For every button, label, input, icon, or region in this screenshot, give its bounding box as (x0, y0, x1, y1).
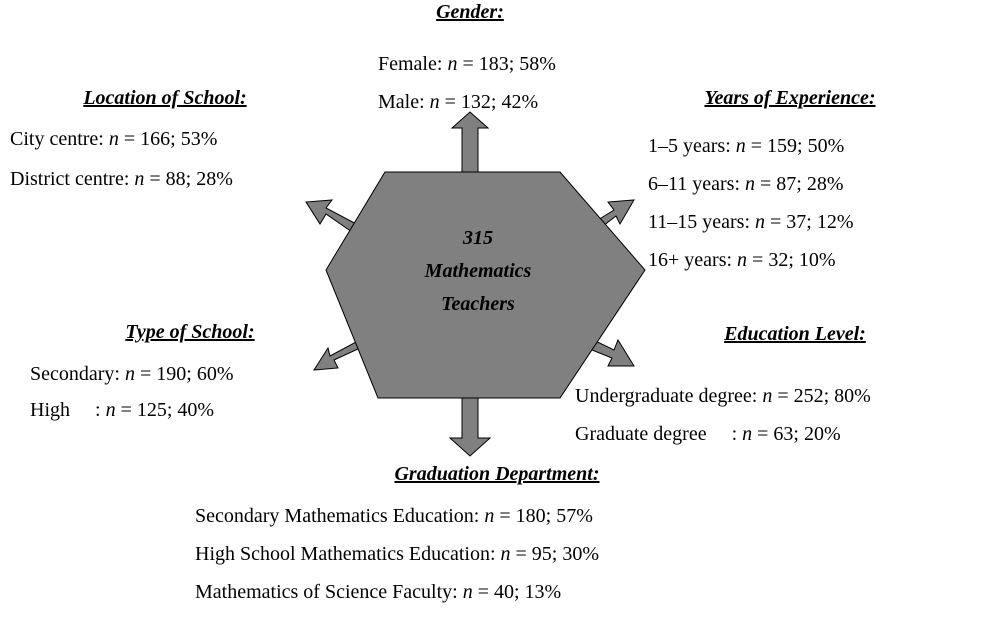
item-n: n (125, 363, 135, 385)
item-label: Female: (378, 53, 447, 75)
group-item: Undergraduate degree: n = 252; 80% (575, 385, 871, 407)
item-label: High School Mathematics Education: (195, 543, 501, 565)
group-item: Female: n = 183; 58% (378, 53, 556, 75)
item-label: Undergraduate degree: (575, 385, 762, 407)
item-label: 16+ years: (648, 249, 737, 271)
item-label: District centre: (10, 168, 134, 190)
item-n: n (484, 505, 494, 527)
item-stats: = 180; 57% (494, 505, 593, 527)
group-item: High School Mathematics Education: n = 9… (195, 543, 599, 565)
group-title: Type of School: (125, 321, 254, 343)
group-item: 1–5 years: n = 159; 50% (648, 135, 844, 157)
group-item: Secondary: n = 190; 60% (30, 363, 233, 385)
item-n: n (762, 385, 772, 407)
group-item: 6–11 years: n = 87; 28% (648, 173, 844, 195)
group-item: 11–15 years: n = 37; 12% (648, 211, 854, 233)
group-title: Graduation Department: (394, 463, 599, 485)
item-n: n (745, 173, 755, 195)
center-label: Teachers (441, 293, 515, 315)
group-title: Gender: (436, 1, 504, 23)
item-stats: = 190; 60% (135, 363, 234, 385)
group-title: Education Level: (723, 323, 866, 345)
item-stats: = 159; 50% (746, 135, 845, 157)
item-label: Secondary Mathematics Education: (195, 505, 484, 527)
item-n: n (430, 91, 440, 113)
item-n: n (501, 543, 511, 565)
center-label: 315 (462, 227, 493, 249)
group-item: 16+ years: n = 32; 10% (648, 249, 836, 271)
item-stats: = 63; 20% (752, 423, 841, 445)
group-title: Years of Experience: (704, 87, 875, 109)
item-label: 6–11 years: (648, 173, 745, 195)
item-n: n (109, 128, 119, 150)
item-stats: = 40; 13% (473, 581, 562, 603)
item-n: n (737, 249, 747, 271)
item-n: n (134, 168, 144, 190)
item-stats: = 87; 28% (755, 173, 844, 195)
item-stats: = 37; 12% (765, 211, 854, 233)
item-stats: = 132; 42% (440, 91, 539, 113)
arrow-down-left (313, 341, 361, 371)
item-stats: = 32; 10% (747, 249, 836, 271)
arrow-up (450, 111, 490, 173)
item-label: Graduate degree : (575, 423, 742, 445)
item-n: n (736, 135, 746, 157)
arrows (305, 111, 635, 457)
item-n: n (447, 53, 457, 75)
item-n: n (106, 399, 116, 421)
item-label: Secondary: (30, 363, 125, 385)
item-label: High : (30, 399, 106, 421)
item-label: Male: (378, 91, 430, 113)
center-label: Mathematics (424, 260, 532, 282)
item-stats: = 183; 58% (457, 53, 556, 75)
item-n: n (742, 423, 752, 445)
hexagon (325, 171, 646, 399)
group-item: Mathematics of Science Faculty: n = 40; … (195, 581, 561, 603)
group-item: High : n = 125; 40% (30, 399, 214, 421)
group-item: District centre: n = 88; 28% (10, 168, 233, 190)
group-item: Graduate degree : n = 63; 20% (575, 423, 841, 445)
item-stats: = 166; 53% (119, 128, 218, 150)
arrow-down (448, 397, 492, 457)
item-stats: = 252; 80% (772, 385, 871, 407)
item-n: n (463, 581, 473, 603)
group-title: Location of School: (82, 87, 246, 109)
group-item: Male: n = 132; 42% (378, 91, 538, 113)
item-stats: = 88; 28% (144, 168, 233, 190)
item-stats: = 125; 40% (116, 399, 215, 421)
item-n: n (755, 211, 765, 233)
item-label: 11–15 years: (648, 211, 755, 233)
item-stats: = 95; 30% (511, 543, 600, 565)
item-label: 1–5 years: (648, 135, 736, 157)
item-label: Mathematics of Science Faculty: (195, 581, 463, 603)
group-item: Secondary Mathematics Education: n = 180… (195, 505, 593, 527)
group-item: City centre: n = 166; 53% (10, 128, 217, 150)
item-label: City centre: (10, 128, 109, 150)
